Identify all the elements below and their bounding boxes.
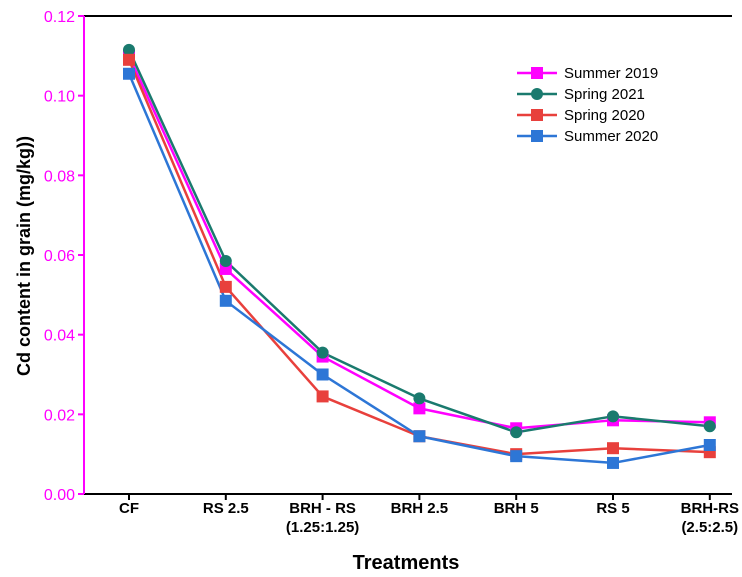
legend-label: Summer 2019 [564,65,658,82]
data-point [219,254,232,267]
x-tick-label: (1.25:1.25) [286,519,359,536]
legend: Summer 2019 Spring 2021 Spring 2020 Summer … [517,65,658,145]
data-point [413,392,426,405]
y-tick-label: 0.00 [44,487,75,504]
y-tick-label: 0.12 [44,9,75,26]
y-tick-label: 0.08 [44,168,75,185]
legend-marker [531,88,543,100]
data-point [123,53,135,66]
y-axis-title: Cd content in grain (mg/kg)) [14,136,34,376]
x-tick-label: (2.5:2.5) [681,519,738,536]
data-point [607,442,619,455]
data-point [703,420,716,433]
data-point [413,402,426,415]
data-point [607,410,619,423]
series-markers [123,43,716,469]
data-point [316,390,329,403]
legend-marker [531,109,543,121]
y-tick-label: 0.10 [44,89,75,106]
x-tick-label: CF [119,500,139,517]
data-point [219,294,232,307]
y-tick-label: 0.02 [44,407,75,424]
data-point [510,426,523,439]
legend-marker [531,130,543,142]
data-point [413,430,426,443]
x-tick-label: RS 5 [596,500,629,517]
data-point [123,67,135,80]
data-point [510,450,523,463]
x-tick-label: BRH 5 [494,500,539,517]
data-point [123,43,135,56]
legend-label: Spring 2021 [564,86,645,103]
x-tick-label: BRH-RS [681,500,739,517]
data-point [607,456,619,469]
x-tick-label: BRH 2.5 [391,500,449,517]
data-point [219,280,232,293]
data-point [316,346,329,359]
x-tick-label: RS 2.5 [203,500,249,517]
data-point [316,368,329,381]
data-point [703,439,716,452]
legend-label: Summer 2020 [564,128,658,145]
x-tick-label: BRH - RS [289,500,356,517]
x-axis-title: Treatments [353,552,460,574]
axes: 0.00 0.02 0.04 0.06 0.08 0.10 0.12 CF RS 2.5 BRH … [44,9,739,536]
y-tick-label: 0.04 [44,328,75,345]
y-tick-label: 0.06 [44,248,75,265]
legend-label: Spring 2020 [564,107,645,124]
legend-marker [531,67,543,79]
